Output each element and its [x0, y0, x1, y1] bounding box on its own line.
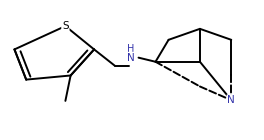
Text: N: N	[227, 95, 235, 105]
Text: S: S	[62, 21, 69, 31]
Text: H: H	[127, 44, 134, 54]
Text: N: N	[127, 53, 135, 63]
